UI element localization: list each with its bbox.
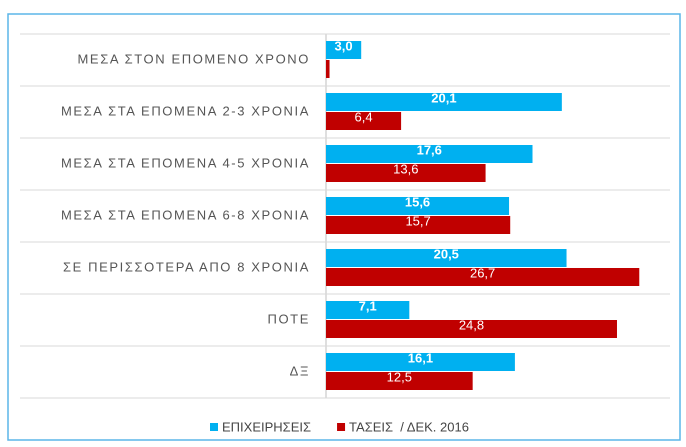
category-label: ΜΕΣΑ ΣΤΑ ΕΠΟΜΕΝΑ 4-5 ΧΡΟΝΙΑ (61, 155, 310, 170)
bar (326, 301, 410, 319)
value-label: 12,5 (387, 369, 412, 384)
category-label: ΜΕΣΑ ΣΤΑ ΕΠΟΜΕΝΑ 2-3 ΧΡΟΝΙΑ (61, 103, 310, 118)
value-label: 15,6 (405, 194, 430, 209)
bar (326, 145, 533, 163)
value-label: 15,7 (405, 213, 430, 228)
bar (326, 41, 362, 59)
bar (326, 197, 510, 215)
category-label: ΜΕΣΑ ΣΤΑ ΕΠΟΜΕΝΑ 6-8 ΧΡΟΝΙΑ (61, 207, 310, 222)
category-label: ΣΕ ΠΕΡΙΣΣΟΤΕΡΑ ΑΠΟ 8 ΧΡΟΝΙΑ (63, 259, 310, 274)
value-label: 6,4 (355, 109, 373, 124)
value-label: 17,6 (417, 142, 442, 157)
bar (326, 353, 515, 371)
legend-swatch (337, 423, 346, 431)
value-label: 7,1 (359, 298, 377, 313)
bar (326, 112, 402, 130)
value-label: 16,1 (408, 350, 433, 365)
bar (326, 216, 511, 234)
value-label: 20,1 (431, 90, 456, 105)
bar (326, 320, 617, 338)
bar (326, 164, 486, 182)
legend-label: ΤΑΣΕΙΣ / ΔΕΚ. 2016 (349, 419, 469, 434)
legend-swatch (210, 423, 218, 431)
bar (326, 60, 330, 78)
bar (326, 249, 567, 267)
category-label: ΠΟΤΕ (267, 311, 310, 326)
value-label: 24,8 (459, 317, 484, 332)
category-label: ΔΞ (290, 363, 310, 378)
bar (326, 372, 473, 390)
bar (326, 93, 562, 111)
value-label: 13,6 (393, 161, 418, 176)
value-label: 20,5 (434, 246, 459, 261)
bar (326, 268, 640, 286)
value-label: 3,0 (335, 38, 353, 53)
category-label: ΜΕΣΑ ΣΤΟΝ ΕΠΟΜΕΝΟ ΧΡΟΝΟ (78, 51, 311, 66)
chart-border (7, 13, 681, 441)
legend-label: ΕΠΙΧΕΙΡΗΣΕΙΣ (222, 419, 311, 434)
value-label: 26,7 (470, 265, 495, 280)
